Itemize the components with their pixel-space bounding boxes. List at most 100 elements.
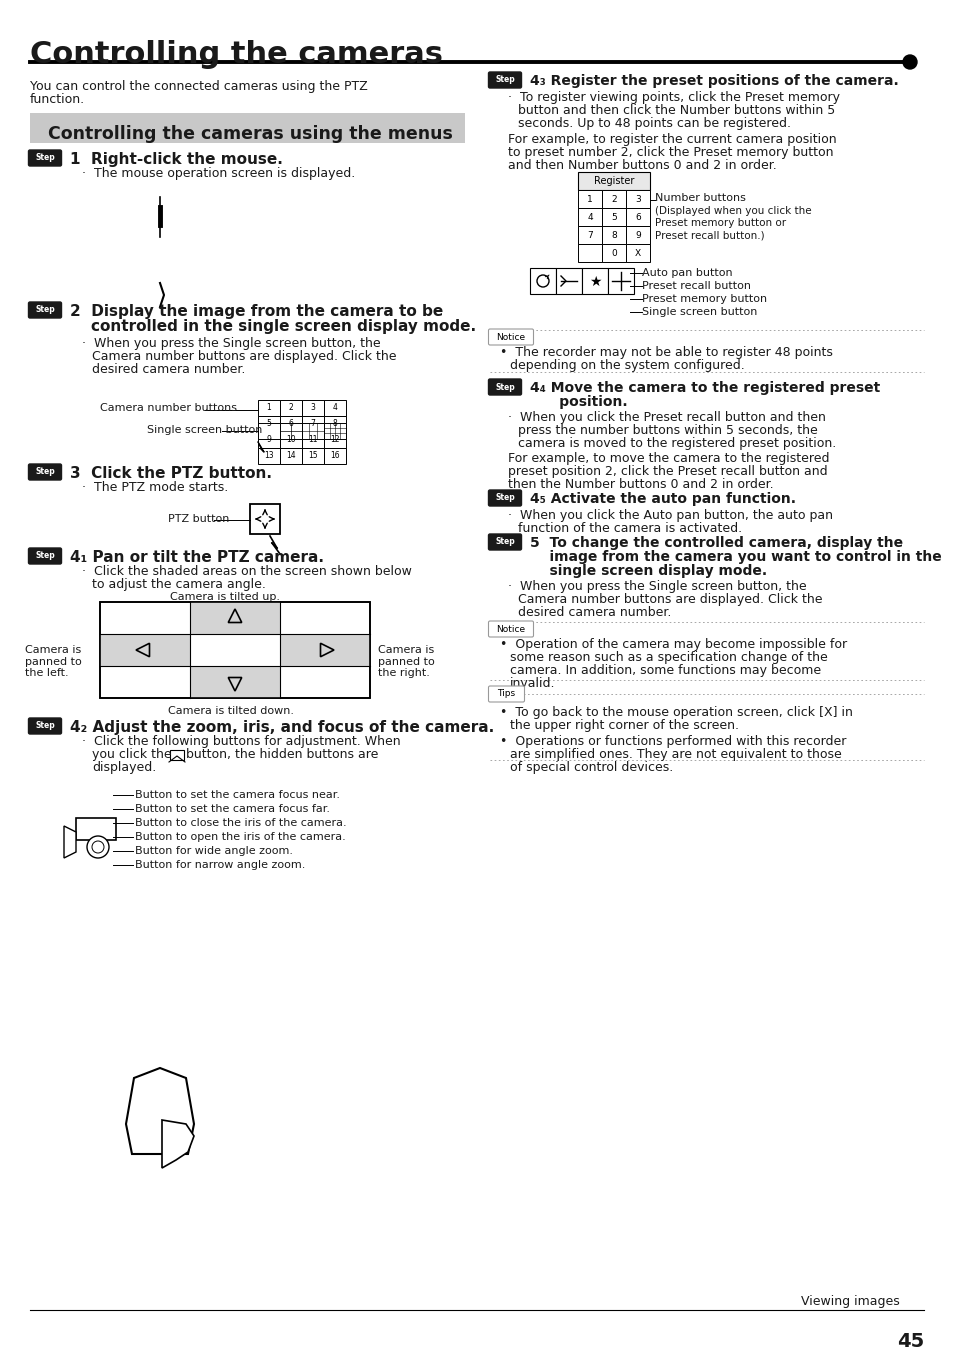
Text: Single screen button: Single screen button xyxy=(147,426,262,435)
Polygon shape xyxy=(64,825,76,858)
Text: preset position 2, click the Preset recall button and: preset position 2, click the Preset reca… xyxy=(507,465,827,478)
Text: 13: 13 xyxy=(264,451,274,461)
Text: 1  Right-click the mouse.: 1 Right-click the mouse. xyxy=(70,153,283,168)
Text: seconds. Up to 48 points can be registered.: seconds. Up to 48 points can be register… xyxy=(517,118,790,130)
Text: button, the hidden buttons are: button, the hidden buttons are xyxy=(186,748,378,761)
Text: Notice: Notice xyxy=(496,624,525,634)
Text: position.: position. xyxy=(530,394,627,409)
Text: 2: 2 xyxy=(611,195,617,204)
Bar xyxy=(530,267,556,295)
Text: ·  To register viewing points, click the Preset memory: · To register viewing points, click the … xyxy=(507,91,840,104)
Text: 15: 15 xyxy=(308,451,317,461)
Text: the upper right corner of the screen.: the upper right corner of the screen. xyxy=(510,719,739,732)
Text: Button for wide angle zoom.: Button for wide angle zoom. xyxy=(135,846,293,857)
Bar xyxy=(302,423,324,439)
Text: 4₂ Adjust the zoom, iris, and focus of the camera.: 4₂ Adjust the zoom, iris, and focus of t… xyxy=(70,720,494,735)
Text: Step: Step xyxy=(35,154,55,162)
Bar xyxy=(601,245,625,262)
Text: then the Number buttons 0 and 2 in order.: then the Number buttons 0 and 2 in order… xyxy=(507,478,773,490)
FancyBboxPatch shape xyxy=(29,150,61,166)
Bar xyxy=(324,423,346,439)
Text: Preset recall button.): Preset recall button.) xyxy=(655,230,763,240)
Text: 2: 2 xyxy=(289,404,294,412)
Bar xyxy=(324,432,346,449)
Text: Register: Register xyxy=(593,176,634,186)
Circle shape xyxy=(91,842,104,852)
Bar xyxy=(257,423,280,439)
Bar xyxy=(280,416,302,432)
Bar xyxy=(257,449,280,463)
Text: Button to close the iris of the camera.: Button to close the iris of the camera. xyxy=(135,817,346,828)
Text: Camera is tilted up.: Camera is tilted up. xyxy=(170,592,280,603)
Text: Button to set the camera focus far.: Button to set the camera focus far. xyxy=(135,804,330,815)
Text: desired camera number.: desired camera number. xyxy=(91,363,245,376)
Text: 10: 10 xyxy=(286,435,295,444)
Text: ·  When you click the Preset recall button and then: · When you click the Preset recall butto… xyxy=(507,411,825,424)
Text: Preset memory button: Preset memory button xyxy=(641,295,766,304)
Text: Camera number buttons: Camera number buttons xyxy=(100,403,236,413)
Text: 4₃ Register the preset positions of the camera.: 4₃ Register the preset positions of the … xyxy=(530,74,898,88)
Polygon shape xyxy=(162,1120,193,1169)
Text: depending on the system configured.: depending on the system configured. xyxy=(510,359,744,372)
Text: 6: 6 xyxy=(635,212,640,222)
Bar xyxy=(601,226,625,245)
Text: ·  The PTZ mode starts.: · The PTZ mode starts. xyxy=(82,481,228,494)
Text: and then Number buttons 0 and 2 in order.: and then Number buttons 0 and 2 in order… xyxy=(507,159,776,172)
Text: 8: 8 xyxy=(611,231,617,239)
Text: Step: Step xyxy=(35,305,55,315)
Text: Button to set the camera focus near.: Button to set the camera focus near. xyxy=(135,790,339,800)
Text: function of the camera is activated.: function of the camera is activated. xyxy=(517,521,741,535)
Text: 3  Click the PTZ button.: 3 Click the PTZ button. xyxy=(70,466,272,481)
Bar xyxy=(556,267,581,295)
Bar xyxy=(578,245,601,262)
Bar xyxy=(76,817,116,840)
Bar xyxy=(578,226,601,245)
Text: 12: 12 xyxy=(330,435,339,444)
Text: 4₅ Activate the auto pan function.: 4₅ Activate the auto pan function. xyxy=(530,492,795,507)
Text: 11: 11 xyxy=(308,435,317,444)
Text: 45: 45 xyxy=(896,1332,923,1351)
Bar xyxy=(257,416,280,432)
Bar xyxy=(190,666,280,698)
Bar xyxy=(250,504,280,534)
Text: Controlling the cameras: Controlling the cameras xyxy=(30,41,442,69)
Text: desired camera number.: desired camera number. xyxy=(517,607,671,619)
Bar xyxy=(280,634,370,666)
Text: Step: Step xyxy=(495,76,515,85)
Text: Preset memory button or: Preset memory button or xyxy=(655,218,785,228)
Text: Tips: Tips xyxy=(497,689,515,698)
FancyBboxPatch shape xyxy=(488,72,521,88)
FancyBboxPatch shape xyxy=(488,330,533,345)
Text: to preset number 2, click the Preset memory button: to preset number 2, click the Preset mem… xyxy=(507,146,833,159)
Text: Step: Step xyxy=(495,493,515,503)
Text: image from the camera you want to control in the: image from the camera you want to contro… xyxy=(530,550,941,563)
Text: press the number buttons within 5 seconds, the: press the number buttons within 5 second… xyxy=(517,424,817,436)
Bar xyxy=(280,432,302,449)
Bar xyxy=(625,245,649,262)
Text: Camera number buttons are displayed. Click the: Camera number buttons are displayed. Cli… xyxy=(91,350,396,363)
Bar xyxy=(302,449,324,463)
Bar xyxy=(578,172,649,190)
Bar xyxy=(280,423,302,439)
Bar xyxy=(601,190,625,208)
Text: you click the: you click the xyxy=(91,748,172,761)
Text: 9: 9 xyxy=(266,435,272,444)
FancyBboxPatch shape xyxy=(29,549,61,563)
Bar xyxy=(257,432,280,449)
Text: Step: Step xyxy=(495,382,515,392)
Text: 4₄ Move the camera to the registered preset: 4₄ Move the camera to the registered pre… xyxy=(530,381,880,394)
Text: ·  When you press the Single screen button, the: · When you press the Single screen butto… xyxy=(507,580,806,593)
FancyBboxPatch shape xyxy=(488,621,533,638)
Circle shape xyxy=(87,836,109,858)
Text: controlled in the single screen display mode.: controlled in the single screen display … xyxy=(70,319,476,334)
Text: camera. In addition, some functions may become: camera. In addition, some functions may … xyxy=(510,663,821,677)
Text: 1: 1 xyxy=(586,195,592,204)
Text: some reason such as a specification change of the: some reason such as a specification chan… xyxy=(510,651,827,663)
Bar xyxy=(302,416,324,432)
Text: ·  When you press the Single screen button, the: · When you press the Single screen butto… xyxy=(82,336,380,350)
Text: single screen display mode.: single screen display mode. xyxy=(530,563,766,578)
Text: ·  Click the shaded areas on the screen shown below: · Click the shaded areas on the screen s… xyxy=(82,565,412,578)
Bar xyxy=(324,449,346,463)
FancyBboxPatch shape xyxy=(488,380,521,394)
FancyBboxPatch shape xyxy=(29,303,61,317)
